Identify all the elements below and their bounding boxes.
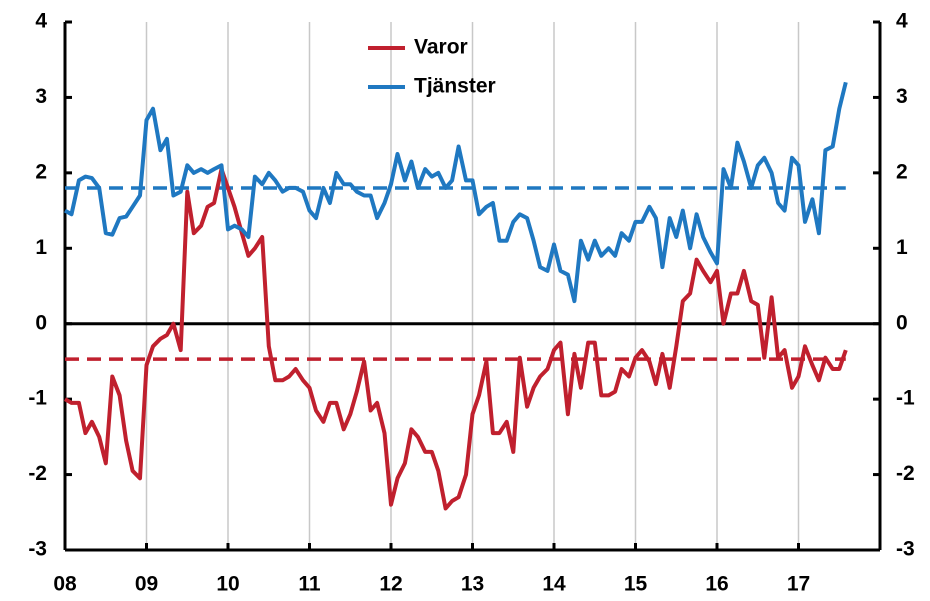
x-tick-label: 15	[624, 573, 648, 596]
y2-tick-label: -2	[896, 462, 915, 485]
x-tick-label: 14	[542, 573, 566, 596]
x-tick-label: 17	[787, 573, 810, 596]
y-tick-label: 3	[35, 85, 47, 108]
y2-tick-label: 4	[896, 10, 908, 33]
x-tick-label: 10	[216, 573, 239, 596]
y-tick-label: -2	[28, 462, 47, 485]
y2-tick-label: 0	[896, 311, 908, 334]
y-tick-label: 1	[35, 236, 47, 259]
y2-tick-label: 3	[896, 85, 908, 108]
y2-tick-label: -1	[896, 387, 915, 410]
y-tick-label: 0	[35, 311, 47, 334]
series-line	[64, 81, 848, 304]
y2-tick-label: 2	[896, 160, 908, 183]
y-tick-label: -3	[28, 538, 47, 561]
x-tick-label: 11	[298, 573, 321, 596]
legend-label: Tjänster	[414, 75, 496, 98]
x-tick-label: 08	[53, 573, 77, 596]
y-tick-label: 4	[35, 10, 47, 33]
y-tick-label: -1	[28, 387, 47, 410]
y2-tick-label: -3	[896, 538, 915, 561]
x-tick-label: 16	[705, 573, 728, 596]
y2-tick-label: 1	[896, 236, 908, 259]
legend-label: Varor	[414, 36, 468, 59]
x-tick-label: 12	[379, 573, 402, 596]
x-tick-label: 09	[135, 573, 158, 596]
y-tick-label: 2	[35, 160, 47, 183]
series-line	[63, 167, 848, 511]
x-tick-label: 13	[461, 573, 484, 596]
